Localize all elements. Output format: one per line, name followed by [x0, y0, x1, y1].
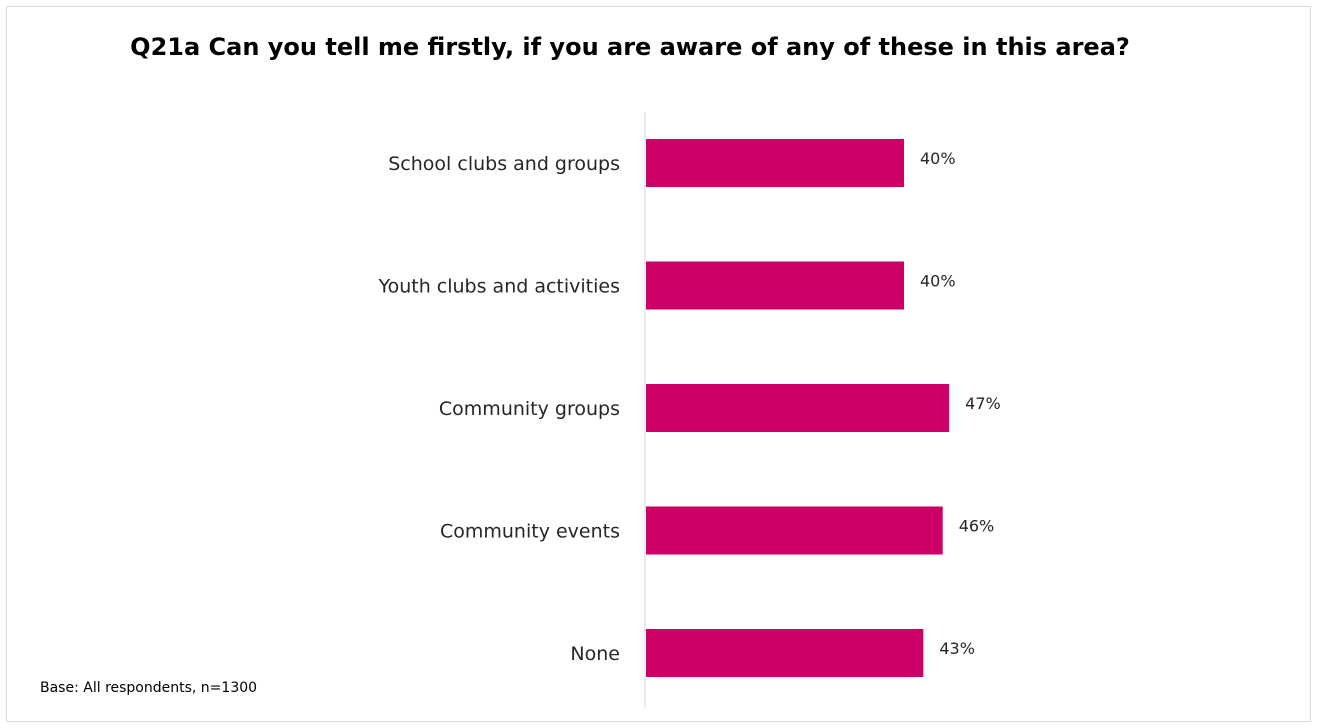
category-label-4: None: [570, 643, 620, 665]
value-label-4: 43%: [939, 639, 975, 658]
category-label-1: Youth clubs and activities: [378, 276, 621, 298]
value-label-0: 40%: [920, 149, 956, 168]
chart-title: Q21a Can you tell me firstly, if you are…: [130, 33, 1130, 61]
category-label-0: School clubs and groups: [388, 153, 620, 175]
bar-0: [646, 139, 904, 187]
bar-3: [646, 506, 943, 555]
value-label-2: 47%: [965, 394, 1001, 413]
chart-marks: School clubs and groups 40% Youth clubs an…: [378, 139, 1001, 677]
bar-2: [646, 384, 950, 432]
chart-frame: [6, 6, 1311, 722]
category-label-2: Community groups: [439, 398, 620, 420]
bar-1: [646, 261, 904, 310]
bar-4: [646, 629, 924, 677]
value-label-1: 40%: [920, 272, 956, 291]
base-footnote: Base: All respondents, n=1300: [40, 680, 258, 696]
category-label-3: Community events: [440, 521, 620, 543]
value-label-3: 46%: [959, 517, 995, 536]
